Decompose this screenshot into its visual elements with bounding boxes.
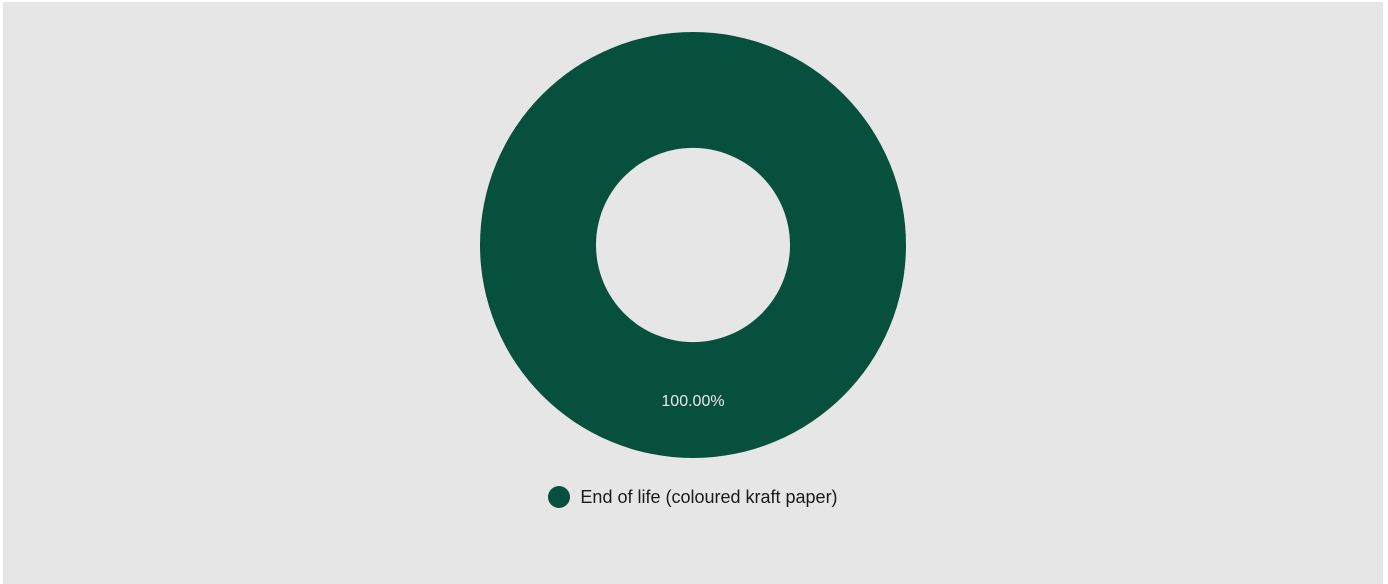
- legend-item[interactable]: End of life (coloured kraft paper): [548, 486, 838, 508]
- chart-panel: 100.00% End of life (coloured kraft pape…: [3, 2, 1383, 584]
- legend: End of life (coloured kraft paper): [3, 482, 1383, 512]
- slice-value-label: 100.00%: [661, 393, 724, 410]
- donut-slices: [480, 32, 906, 458]
- donut-slice[interactable]: [480, 32, 906, 458]
- slice-labels: 100.00%: [661, 393, 724, 410]
- donut-chart: 100.00%: [480, 32, 906, 458]
- legend-swatch: [548, 486, 571, 508]
- legend-label: End of life (coloured kraft paper): [580, 486, 838, 507]
